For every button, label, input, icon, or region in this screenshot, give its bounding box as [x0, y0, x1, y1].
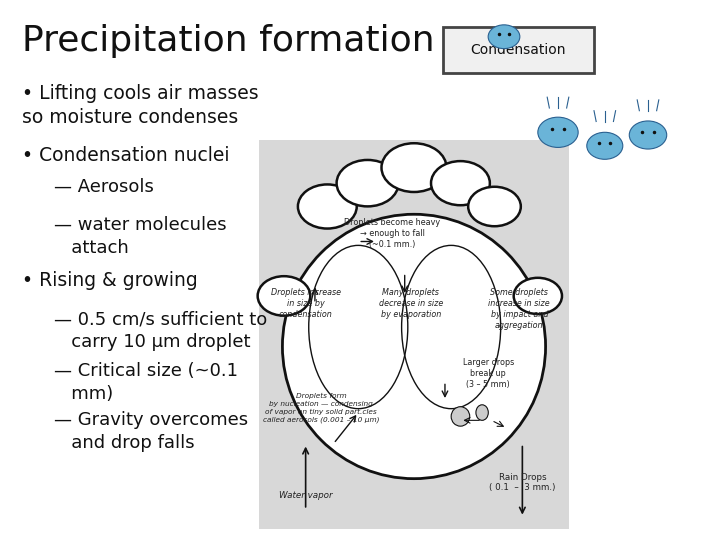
Ellipse shape: [451, 407, 469, 426]
Text: Droplets form
by nucleation — condensing
of vapor on tiny solid part.cles
called: Droplets form by nucleation — condensing…: [263, 393, 379, 422]
Text: Some droplets
increase in size
by impact and
aggregation: Some droplets increase in size by impact…: [488, 288, 550, 330]
Text: — water molecules
   attach: — water molecules attach: [54, 216, 227, 257]
Text: — Gravity overcomes
   and drop falls: — Gravity overcomes and drop falls: [54, 411, 248, 453]
Circle shape: [629, 121, 667, 149]
Text: Many droplets
decrease in size
by evaporation: Many droplets decrease in size by evapor…: [379, 288, 443, 319]
Circle shape: [513, 278, 562, 314]
Circle shape: [431, 161, 490, 205]
Text: Water vapor: Water vapor: [279, 491, 333, 500]
Text: • Rising & growing: • Rising & growing: [22, 271, 197, 290]
Bar: [259, 140, 569, 529]
Circle shape: [298, 185, 356, 228]
Circle shape: [336, 160, 398, 206]
Circle shape: [587, 132, 623, 159]
Text: Condensation: Condensation: [471, 43, 566, 57]
Text: — 0.5 cm/s sufficient to
   carry 10 μm droplet: — 0.5 cm/s sufficient to carry 10 μm dro…: [54, 310, 267, 352]
Text: Rain Drops
( 0.1  –  3 mm.): Rain Drops ( 0.1 – 3 mm.): [489, 473, 556, 492]
FancyBboxPatch shape: [443, 27, 594, 73]
Text: Droplets increase
in size by
condensation: Droplets increase in size by condensatio…: [271, 288, 341, 319]
Circle shape: [468, 187, 521, 226]
Text: • Condensation nuclei: • Condensation nuclei: [22, 146, 229, 165]
Text: — Critical size (~0.1
   mm): — Critical size (~0.1 mm): [54, 362, 238, 403]
Text: — Aerosols: — Aerosols: [54, 178, 154, 196]
Text: Droplets become heavy
→ enough to fall
(~0.1 mm.): Droplets become heavy → enough to fall (…: [344, 218, 441, 249]
Circle shape: [258, 276, 310, 316]
Circle shape: [488, 25, 520, 49]
Circle shape: [538, 117, 578, 147]
Ellipse shape: [282, 214, 546, 478]
Ellipse shape: [476, 405, 488, 420]
Circle shape: [382, 143, 446, 192]
Text: • Lifting cools air masses
so moisture condenses: • Lifting cools air masses so moisture c…: [22, 84, 258, 127]
Text: Precipitation formation: Precipitation formation: [22, 24, 434, 58]
Text: Larger drops
break up
(3 – 5 mm): Larger drops break up (3 – 5 mm): [463, 358, 514, 389]
